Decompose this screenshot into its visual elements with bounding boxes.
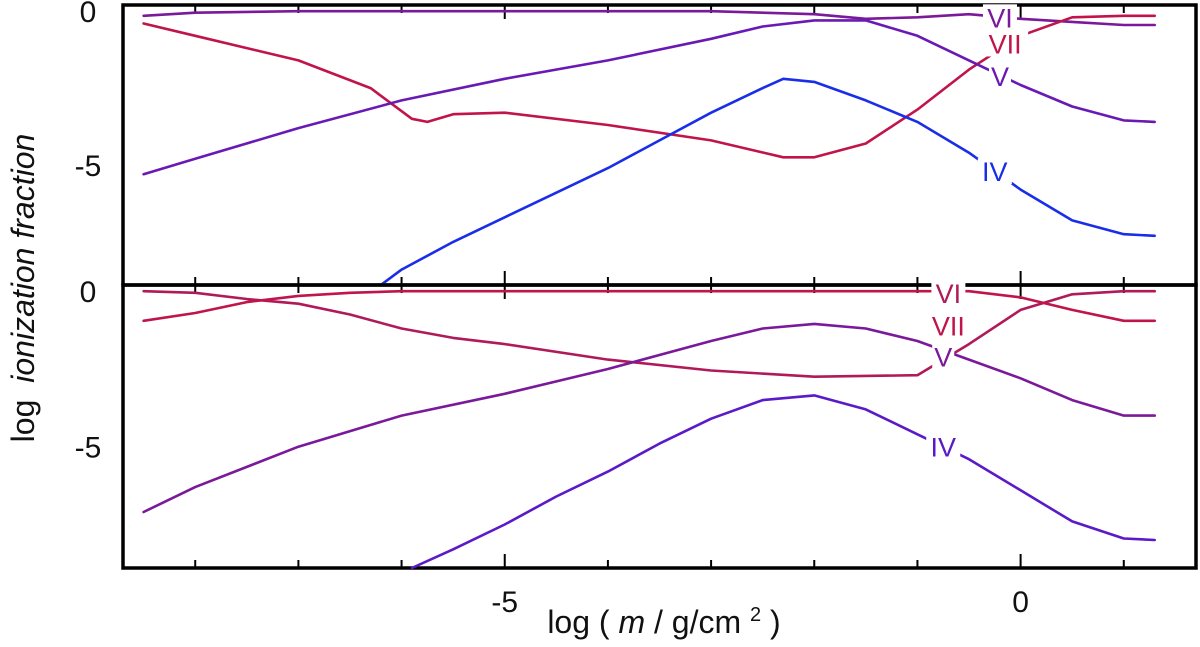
series-label-knockout bbox=[926, 433, 961, 460]
y-tick-label: 0 bbox=[80, 0, 97, 29]
x-axis-title-prefix: log ( bbox=[547, 604, 610, 640]
x-tick-label: 0 bbox=[1012, 586, 1029, 619]
series-line-v bbox=[142, 322, 1156, 514]
series-label-iv: IV bbox=[982, 157, 1008, 187]
y-axis-title: log ionization fraction bbox=[5, 134, 41, 443]
x-axis-title-var: m bbox=[618, 604, 645, 640]
series-label-vii: VII bbox=[932, 311, 965, 341]
series-label-vi: VI bbox=[936, 279, 962, 309]
bottom-panel-y-tick-labels: 0 -5 bbox=[75, 276, 102, 464]
series-label-knockout bbox=[977, 158, 1012, 185]
top-panel-frame bbox=[121, 3, 1198, 287]
y-tick-label: 0 bbox=[80, 276, 97, 309]
series-line-vi bbox=[142, 289, 1156, 378]
x-tick-label: -5 bbox=[491, 586, 518, 619]
series-line-iv bbox=[379, 77, 1156, 287]
series-label-knockout bbox=[925, 312, 972, 339]
bottom-panel-ticks bbox=[194, 285, 1125, 568]
series-label-vi: VI bbox=[987, 3, 1013, 33]
x-axis-title-suffix: ) bbox=[770, 604, 781, 640]
series-label-iv: IV bbox=[930, 433, 956, 463]
bottom-panel-frame bbox=[121, 283, 1198, 570]
series-label-knockout bbox=[931, 279, 966, 306]
series-line-vii bbox=[142, 289, 1156, 323]
series-line-iv bbox=[410, 394, 1156, 570]
series-label-vii: VII bbox=[989, 29, 1022, 59]
y-axis-title-italic: ionization fraction bbox=[5, 134, 41, 383]
series-label-knockout bbox=[982, 30, 1029, 57]
top-panel-y-tick-labels: 0 -5 bbox=[75, 0, 102, 183]
series-label-v: V bbox=[991, 62, 1009, 92]
series-line-vi bbox=[142, 9, 1156, 27]
series-line-v bbox=[142, 19, 1156, 176]
x-axis-title-unit: / g/cm bbox=[654, 604, 741, 640]
y-axis-title-prefix: log bbox=[5, 400, 41, 443]
series-label-v: V bbox=[934, 343, 952, 373]
series-label-knockout bbox=[982, 4, 1017, 31]
x-axis-title-sup: 2 bbox=[750, 604, 761, 626]
y-tick-label: -5 bbox=[75, 150, 102, 183]
x-tick-labels: -5 0 bbox=[491, 586, 1029, 619]
bottom-panel-lines bbox=[142, 289, 1156, 570]
y-tick-label: -5 bbox=[75, 432, 102, 465]
series-label-knockout bbox=[988, 62, 1011, 89]
x-axis-title: log ( m / g/cm 2 ) bbox=[547, 592, 780, 640]
series-label-knockout bbox=[932, 343, 955, 370]
